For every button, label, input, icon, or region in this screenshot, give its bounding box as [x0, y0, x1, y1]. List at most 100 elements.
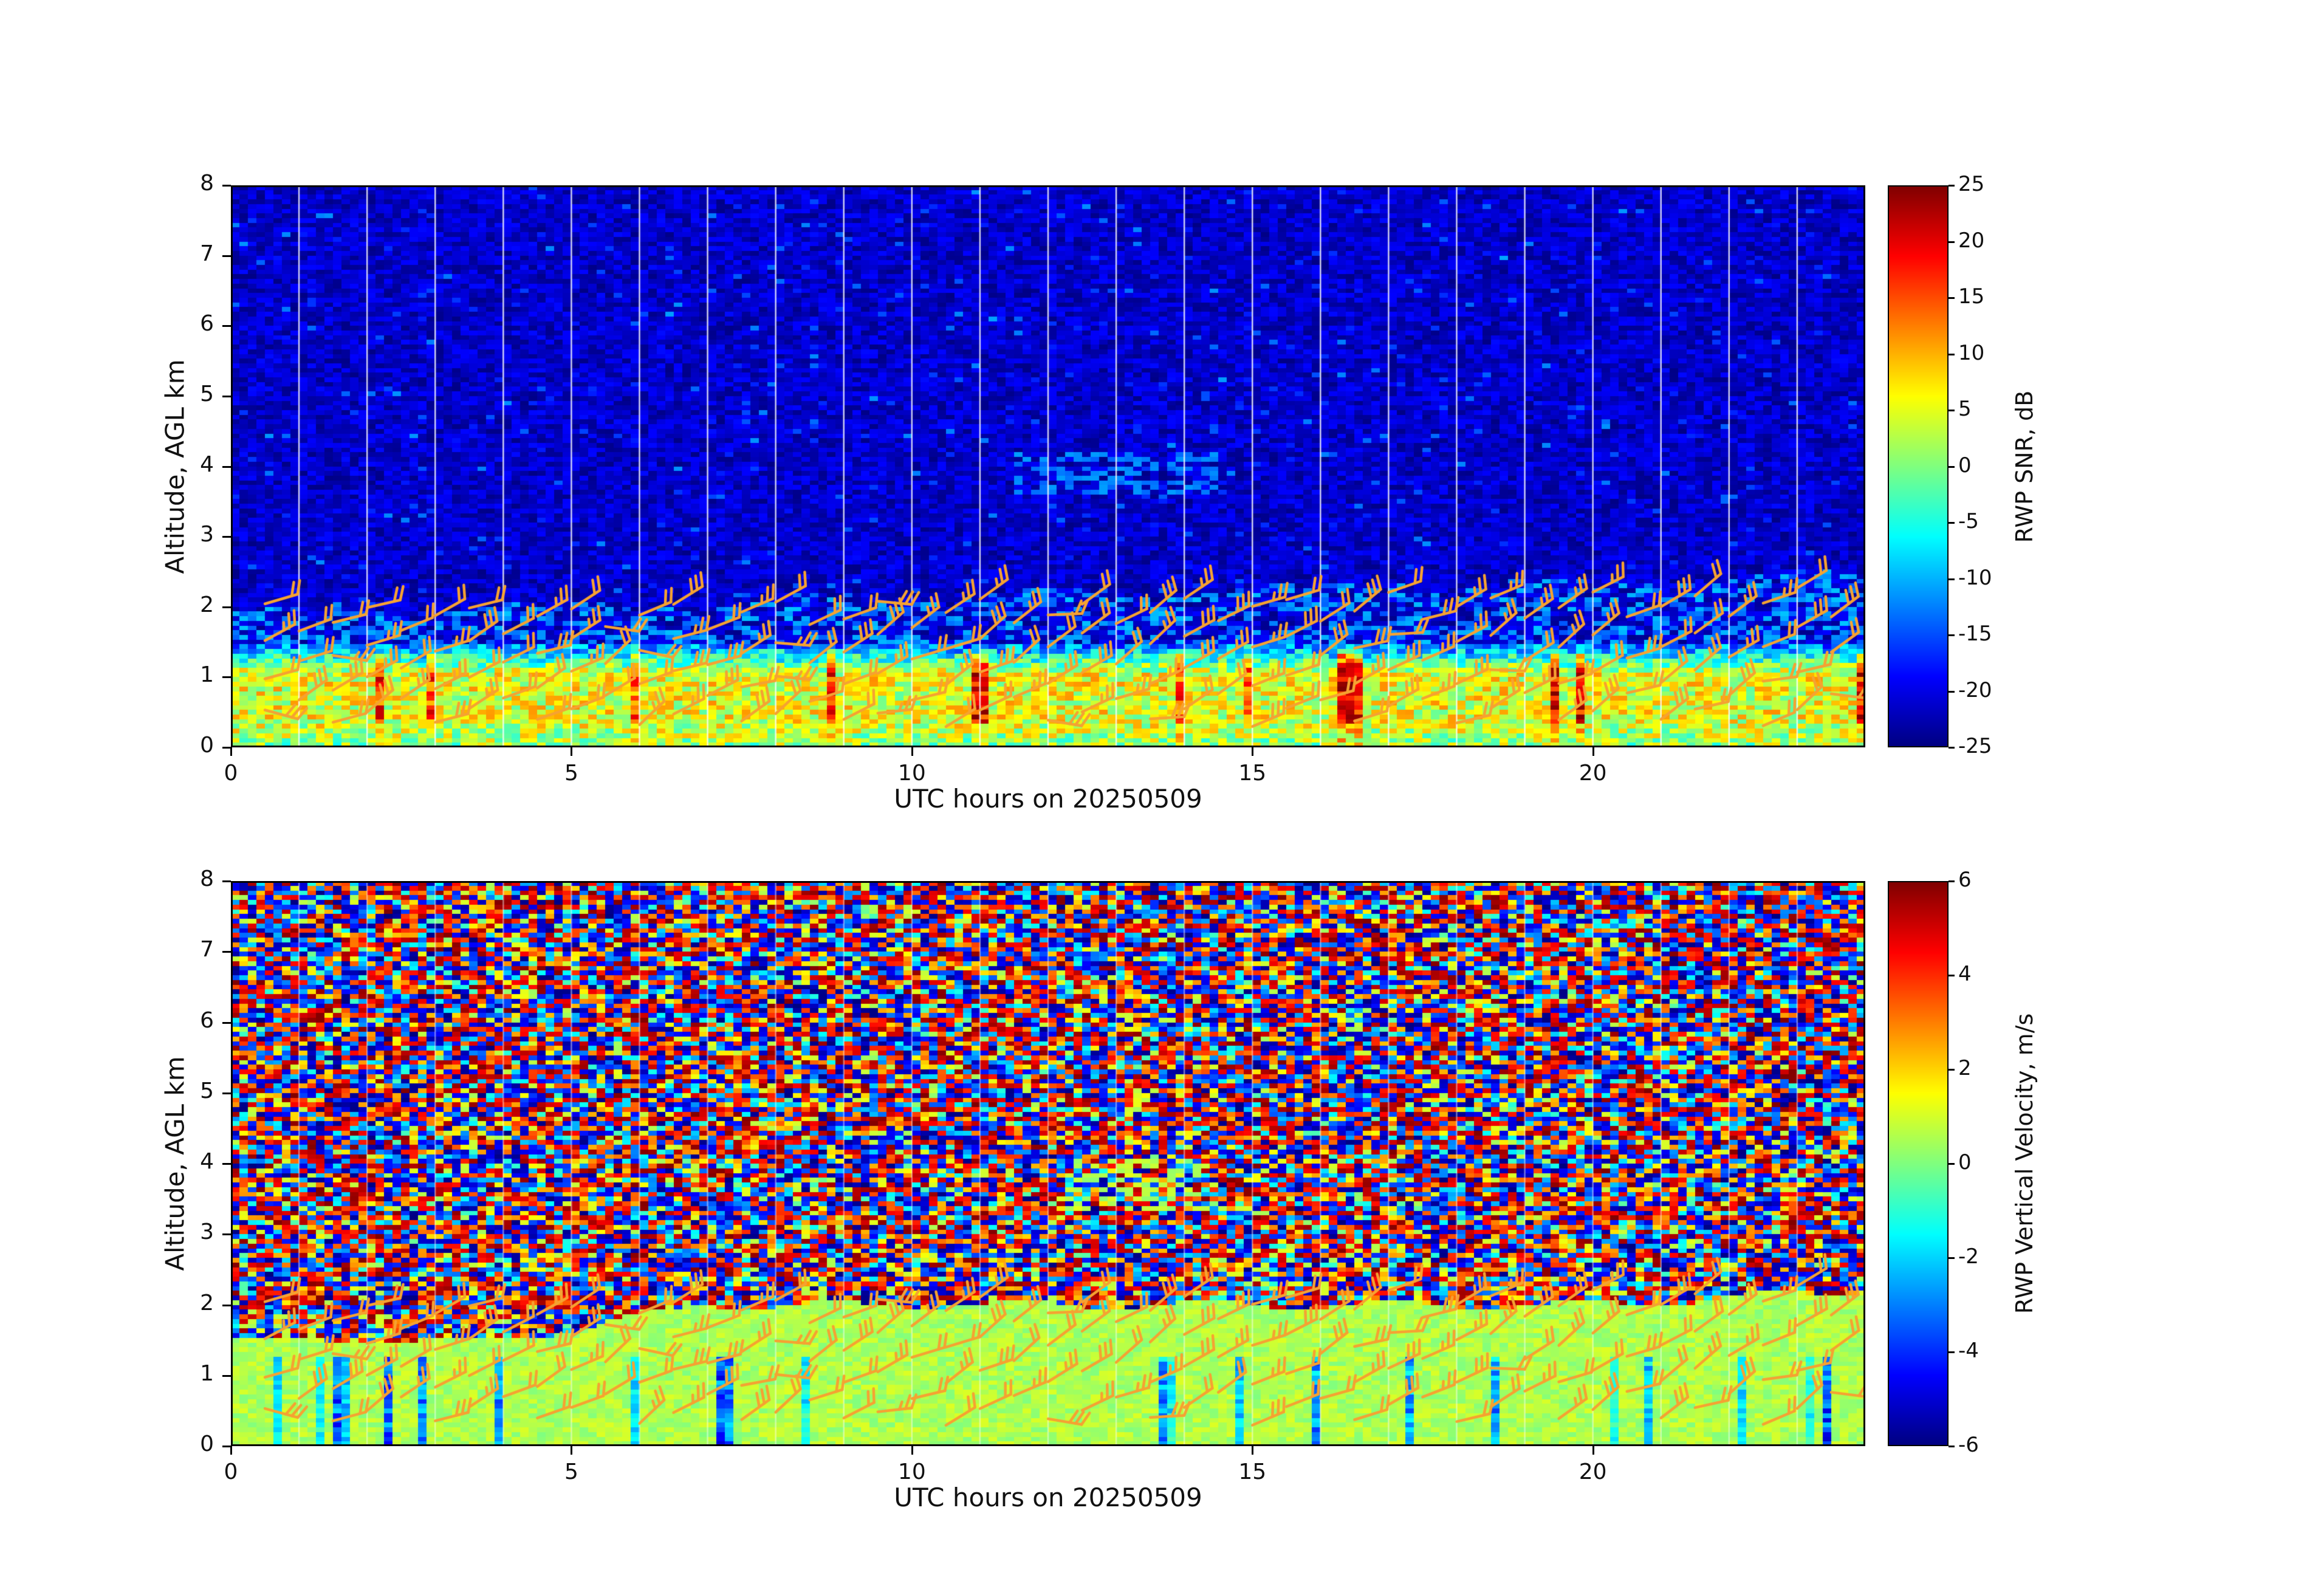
- colorbar-tick-label: -20: [1958, 677, 1992, 702]
- velocity-colorbar-canvas: [1888, 881, 1949, 1446]
- colorbar-tick-label: -5: [1958, 509, 1979, 533]
- colorbar-tick-label: -15: [1958, 622, 1992, 646]
- x-tick-mark: [1252, 747, 1254, 756]
- y-tick-mark: [222, 1304, 231, 1306]
- y-tick-mark: [222, 747, 231, 749]
- y-tick-mark: [222, 880, 231, 882]
- colorbar-tick-label: 0: [1958, 453, 1972, 478]
- y-tick-mark: [222, 255, 231, 257]
- colorbar-tick-label: 0: [1958, 1150, 1972, 1175]
- velocity-wind-barbs-overlay: [231, 881, 1865, 1446]
- colorbar-tick-label: -6: [1958, 1433, 1979, 1457]
- colorbar-tick-label: -25: [1958, 734, 1992, 758]
- velocity-heatmap-panel: UTC hours on 20250509 Altitude, AGL km 0…: [160, 866, 1865, 1512]
- colorbar-tick-mark: [1949, 975, 1955, 976]
- x-tick-label: 15: [1238, 761, 1267, 786]
- x-tick-mark: [571, 747, 573, 756]
- y-tick-mark: [222, 676, 231, 679]
- velocity-colorbar: RWP Vertical Velocity, m/s 6 4 2 0 -2 -4 -6: [1888, 868, 2038, 1457]
- velocity-x-axis-label: UTC hours on 20250509: [894, 1483, 1202, 1512]
- y-tick-mark: [222, 606, 231, 608]
- colorbar-tick-mark: [1949, 185, 1955, 187]
- colorbar-tick-label: -10: [1958, 565, 1992, 590]
- y-tick-label: 8: [200, 171, 214, 196]
- colorbar-tick-mark: [1949, 297, 1955, 299]
- y-tick-mark: [222, 1233, 231, 1236]
- colorbar-tick-mark: [1949, 578, 1955, 580]
- snr-colorbar-canvas: [1888, 185, 1949, 747]
- colorbar-tick-label: 25: [1958, 172, 1985, 196]
- x-tick-label: 10: [897, 1460, 926, 1484]
- colorbar-tick-mark: [1949, 410, 1955, 411]
- y-tick-mark: [222, 185, 231, 187]
- y-tick-label: 3: [200, 522, 214, 547]
- y-tick-label: 7: [200, 241, 214, 266]
- y-tick-label: 0: [200, 733, 214, 758]
- colorbar-tick-label: 6: [1958, 868, 1972, 892]
- velocity-colorbar-label: RWP Vertical Velocity, m/s: [2011, 1013, 2038, 1314]
- colorbar-tick-mark: [1949, 522, 1955, 524]
- y-tick-label: 5: [200, 381, 214, 406]
- y-tick-mark: [222, 536, 231, 538]
- colorbar-tick-label: -2: [1958, 1244, 1979, 1269]
- x-tick-label: 0: [224, 761, 238, 786]
- x-tick-mark: [571, 1446, 573, 1455]
- y-tick-mark: [222, 395, 231, 397]
- y-tick-label: 1: [200, 662, 214, 688]
- x-tick-label: 15: [1238, 1460, 1267, 1484]
- x-tick-mark: [911, 1446, 913, 1455]
- x-tick-mark: [230, 747, 232, 756]
- colorbar-tick-mark: [1949, 1446, 1955, 1447]
- snr-colorbar-label: RWP SNR, dB: [2011, 390, 2038, 543]
- colorbar-tick-mark: [1949, 1069, 1955, 1071]
- y-tick-label: 4: [200, 451, 214, 477]
- x-tick-label: 5: [564, 761, 578, 786]
- y-tick-label: 3: [200, 1219, 214, 1245]
- colorbar-tick-label: 2: [1958, 1056, 1972, 1080]
- x-tick-mark: [1252, 1446, 1254, 1455]
- y-tick-mark: [222, 1374, 231, 1377]
- x-tick-mark: [230, 1446, 232, 1455]
- colorbar-tick-label: 5: [1958, 397, 1972, 421]
- colorbar-tick-mark: [1949, 880, 1955, 882]
- x-tick-label: 5: [564, 1460, 578, 1484]
- y-tick-label: 0: [200, 1432, 214, 1456]
- colorbar-tick-mark: [1949, 1163, 1955, 1165]
- x-tick-label: 10: [897, 761, 926, 786]
- colorbar-tick-mark: [1949, 747, 1955, 749]
- colorbar-tick-label: -4: [1958, 1339, 1979, 1363]
- colorbar-tick-mark: [1949, 1257, 1955, 1259]
- colorbar-tick-mark: [1949, 690, 1955, 693]
- x-tick-label: 0: [224, 1460, 238, 1484]
- y-tick-label: 2: [200, 592, 214, 617]
- x-tick-mark: [1592, 747, 1594, 756]
- y-tick-mark: [222, 951, 231, 953]
- colorbar-tick-label: 15: [1958, 284, 1985, 309]
- colorbar-tick-mark: [1949, 1351, 1955, 1353]
- x-tick-label: 20: [1578, 761, 1607, 786]
- y-tick-mark: [222, 1163, 231, 1165]
- y-tick-mark: [222, 1021, 231, 1024]
- snr-x-axis-label: UTC hours on 20250509: [894, 784, 1202, 814]
- snr-heatmap-panel: UTC hours on 20250509 Altitude, AGL km 0…: [160, 171, 1865, 814]
- colorbar-tick-mark: [1949, 241, 1955, 243]
- snr-colorbar: RWP SNR, dB 25 20 15 10 5 0 -5 -10 -15 -20 -25: [1888, 172, 2038, 758]
- y-tick-label: 4: [200, 1149, 214, 1174]
- y-tick-mark: [222, 465, 231, 468]
- y-tick-label: 6: [200, 1007, 214, 1033]
- y-tick-mark: [222, 1092, 231, 1094]
- y-tick-label: 6: [200, 311, 214, 337]
- colorbar-tick-mark: [1949, 634, 1955, 636]
- colorbar-tick-mark: [1949, 465, 1955, 468]
- y-tick-label: 7: [200, 937, 214, 962]
- snr-wind-barbs-overlay: [231, 185, 1865, 747]
- colorbar-tick-label: 20: [1958, 228, 1985, 253]
- y-tick-mark: [222, 1446, 231, 1447]
- y-tick-label: 5: [200, 1078, 214, 1103]
- y-tick-label: 8: [200, 866, 214, 891]
- colorbar-tick-mark: [1949, 353, 1955, 355]
- y-tick-label: 2: [200, 1290, 214, 1315]
- colorbar-tick-label: 10: [1958, 340, 1985, 365]
- y-tick-mark: [222, 325, 231, 328]
